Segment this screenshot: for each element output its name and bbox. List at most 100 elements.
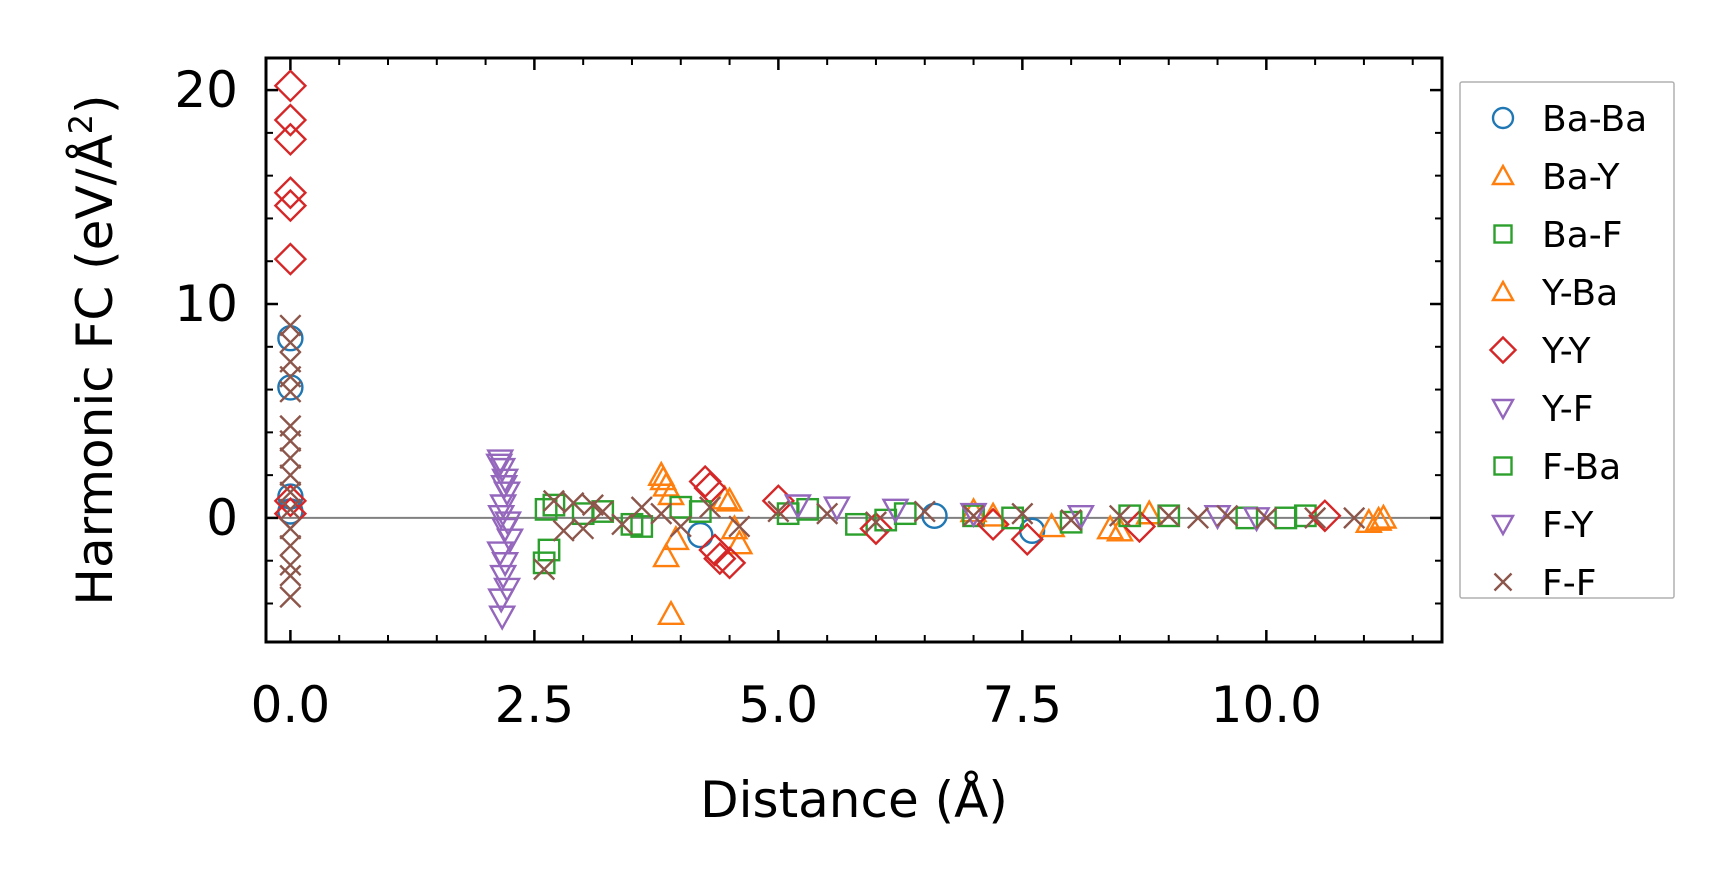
data-point [542,493,566,517]
data-point [491,468,520,494]
data-point [776,502,800,526]
y-tick-label: 0 [206,489,238,547]
legend-item: F-Ba [1493,447,1621,488]
data-point [1364,505,1393,531]
data-point [1343,506,1366,529]
data-point [1108,504,1131,527]
x-tick-label: 10.0 [1211,676,1322,734]
data-point [728,515,751,538]
legend: Ba-Ba Ba-Y Ba-F Y-Ba Y-Y Y-F F-Ba F-Y F-F [1459,81,1675,604]
data-point [542,489,565,512]
legend-item: F-Y [1490,505,1594,546]
data-point [279,517,302,540]
series-ba-y [647,460,1398,625]
y-tick-label: 10 [174,275,238,333]
data-point [562,491,585,515]
data-point [279,534,302,557]
data-point [273,122,308,156]
legend-item: Ba-Y [1490,157,1620,198]
data-point [489,564,518,591]
data-point [650,502,673,525]
data-point [1011,502,1034,525]
legend-label: Ba-Ba [1542,99,1647,140]
data-point [532,551,556,575]
data-point [1157,504,1180,527]
data-point [630,496,653,519]
data-point [1157,504,1181,528]
data-point [273,69,308,103]
legend-marker [1490,398,1516,421]
data-point [1135,499,1164,525]
data-point [1304,506,1327,529]
data-point [725,529,754,555]
data-point [279,429,302,452]
data-point [571,502,595,526]
legend-label: F-Ba [1542,447,1621,488]
data-point [1096,514,1125,540]
data-point [1216,504,1239,527]
legend-item: Ba-F [1493,215,1622,256]
data-point [959,502,988,529]
data-point [581,494,604,517]
data-point [712,546,747,580]
data-point [688,500,712,523]
data-point [493,511,523,537]
data-point [1255,506,1278,529]
y-axis-label-main: Harmonic FC (eV/Å [66,134,124,605]
legend-item: F-F [1493,563,1596,604]
data-point [487,588,516,614]
data-point [1369,503,1398,529]
legend-marker [1490,514,1516,537]
legend-item: Y-Y [1488,331,1591,372]
series-ba-f [532,493,1317,575]
y-tick-label: 20 [174,61,238,119]
data-point [488,605,517,631]
legend-item: Ba-Ba [1491,99,1647,140]
legend-item: Y-Ba [1490,273,1618,314]
data-point [279,380,302,403]
data-point [491,552,520,578]
series-ba-ba [277,325,1046,549]
data-point [279,464,302,487]
data-point [1037,512,1066,538]
legend-label: Y-F [1541,389,1593,430]
data-point [652,541,681,568]
y-axis-label-superscript: 2 [62,114,100,134]
data-point [783,494,812,520]
legend-marker [1488,335,1518,365]
data-point [537,538,561,562]
data-point [552,519,575,542]
data-point [273,103,308,137]
data-point [279,331,302,354]
data-point [273,188,308,223]
legend-label: F-Y [1542,505,1594,546]
data-point [485,453,514,479]
data-point [591,500,614,523]
data-point [661,524,690,551]
data-point [572,517,595,540]
legend-marker [1490,279,1516,302]
plot-area [266,69,1442,631]
legend-label: Y-Y [1541,331,1591,372]
series-f-f [279,314,1366,609]
data-point [279,553,302,577]
data-point [1293,504,1317,528]
data-point [816,502,839,525]
legend-marker [1493,456,1513,476]
data-point [1010,522,1044,557]
data-point [913,500,936,523]
data-point [669,515,692,538]
data-point [881,498,910,524]
legend-marker [1493,224,1513,244]
series-y-y [273,69,1342,580]
data-point [487,504,516,531]
legend-label: Ba-F [1542,215,1622,256]
legend-marker [1491,106,1515,130]
data-point [1122,509,1157,544]
data-point [1001,506,1024,530]
legend-label: Ba-Y [1542,157,1620,198]
x-tick-label: 0.0 [251,676,331,734]
x-tick-label: 5.0 [739,676,819,734]
data-point [273,484,308,518]
y-axis-label-tail: ) [66,94,124,114]
